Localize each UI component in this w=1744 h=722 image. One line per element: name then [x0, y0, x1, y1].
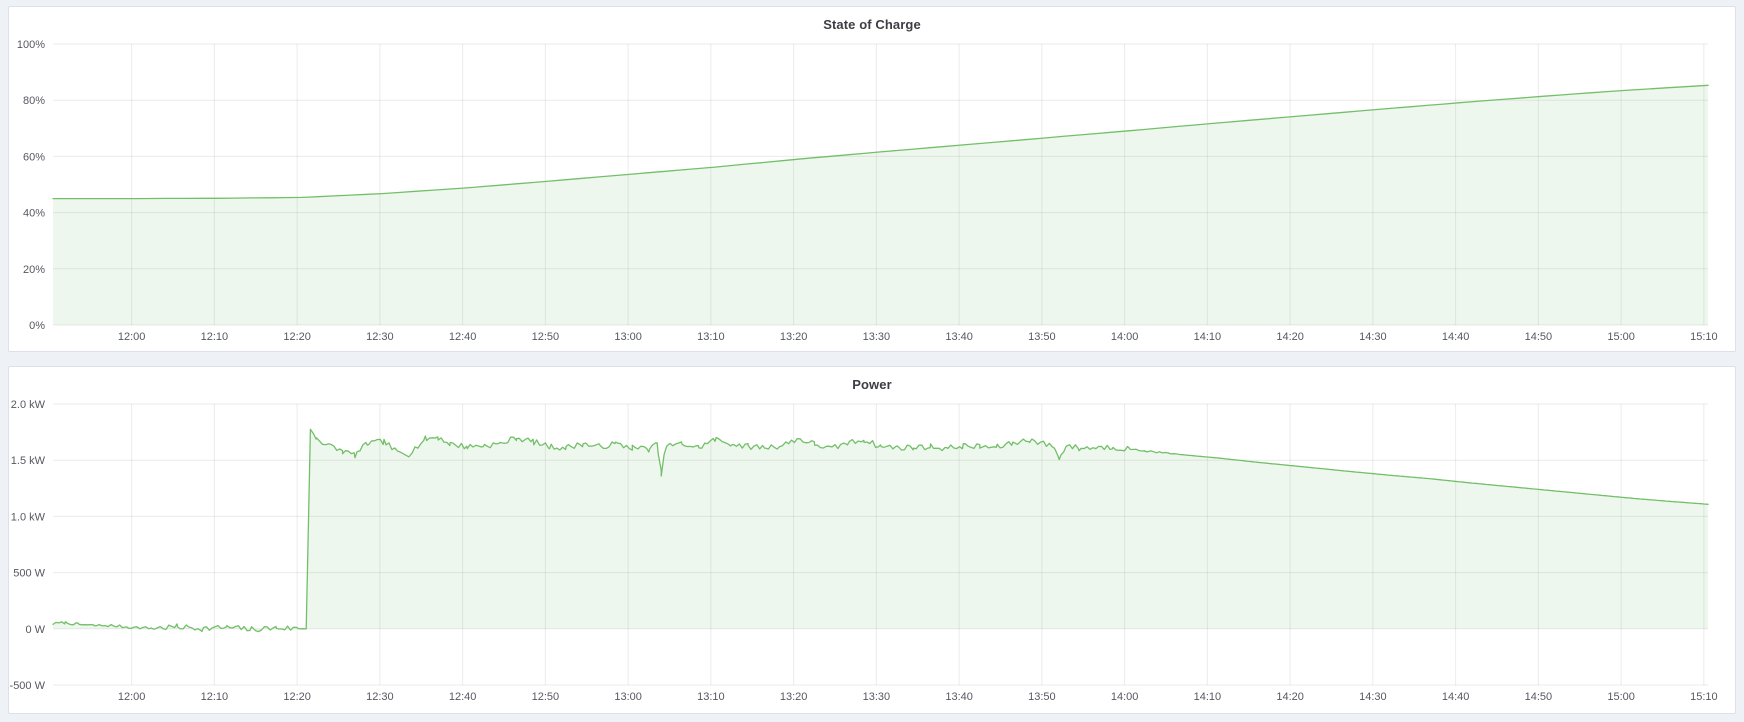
x-tick-label: 13:40: [945, 691, 973, 703]
x-tick-label: 12:10: [201, 691, 229, 703]
x-tick-label: 14:10: [1194, 691, 1222, 703]
x-tick-label: 14:50: [1525, 691, 1553, 703]
x-tick-label: 13:40: [945, 331, 973, 343]
x-tick-label: 12:00: [118, 691, 146, 703]
panel-power: Power 2.0 kW 1.5 kW 1.0 kW 500 W 0 W -500 W 12…: [8, 366, 1736, 714]
x-tick-label: 12:50: [532, 331, 560, 343]
x-tick-label: 12:10: [201, 331, 229, 343]
x-tick-label: 14:00: [1111, 691, 1139, 703]
x-tick-label: 12:30: [366, 691, 394, 703]
series-area: [53, 85, 1708, 325]
y-tick-label: -500 W: [10, 680, 46, 692]
x-tick-label: 13:50: [1028, 331, 1056, 343]
y-tick-label: 2.0 kW: [11, 399, 46, 411]
x-tick-label: 12:20: [283, 691, 311, 703]
x-tick-label: 14:50: [1525, 331, 1553, 343]
x-tick-label: 13:30: [863, 691, 891, 703]
y-tick-label: 60%: [23, 151, 45, 163]
x-tick-label: 13:00: [614, 331, 642, 343]
x-tick-label: 15:10: [1690, 691, 1718, 703]
x-tick-label: 12:50: [532, 691, 560, 703]
x-tick-label: 14:40: [1442, 331, 1470, 343]
x-tick-label: 13:20: [780, 331, 808, 343]
y-tick-label: 0 W: [25, 624, 45, 636]
x-tick-label: 14:30: [1359, 331, 1387, 343]
y-tick-label: 100%: [17, 39, 45, 51]
panel-title-state-of-charge[interactable]: State of Charge: [823, 17, 921, 32]
x-tick-label: 13:30: [863, 331, 891, 343]
x-tick-label: 12:30: [366, 331, 394, 343]
x-tick-label: 15:00: [1607, 691, 1635, 703]
y-tick-label: 80%: [23, 95, 45, 107]
x-tick-label: 13:10: [697, 691, 725, 703]
x-tick-label: 12:40: [449, 691, 477, 703]
x-tick-label: 14:10: [1194, 331, 1222, 343]
panel-state-of-charge: State of Charge 100% 80% 60% 40% 20% 0% 12:00 1…: [8, 6, 1736, 352]
power-chart[interactable]: 2.0 kW 1.5 kW 1.0 kW 500 W 0 W -500 W 12:00 12:…: [9, 367, 1735, 713]
x-tick-label: 14:00: [1111, 331, 1139, 343]
x-tick-label: 13:20: [780, 691, 808, 703]
x-tick-label: 13:00: [614, 691, 642, 703]
x-tick-label: 14:20: [1276, 331, 1304, 343]
x-tick-label: 13:50: [1028, 691, 1056, 703]
y-tick-label: 1.5 kW: [11, 455, 46, 467]
x-tick-label: 15:00: [1607, 331, 1635, 343]
y-tick-label: 0%: [29, 320, 45, 332]
x-tick-label: 12:20: [283, 331, 311, 343]
y-tick-label: 500 W: [13, 568, 45, 580]
y-tick-label: 1.0 kW: [11, 511, 46, 523]
x-tick-label: 14:30: [1359, 691, 1387, 703]
x-tick-label: 14:40: [1442, 691, 1470, 703]
x-tick-label: 12:40: [449, 331, 477, 343]
x-tick-label: 13:10: [697, 331, 725, 343]
series-area: [53, 429, 1708, 632]
y-tick-label: 40%: [23, 208, 45, 220]
panel-title-power[interactable]: Power: [852, 377, 892, 392]
x-tick-label: 12:00: [118, 331, 146, 343]
series-line: [52, 84, 1709, 200]
y-tick-label: 20%: [23, 264, 45, 276]
state-of-charge-chart[interactable]: 100% 80% 60% 40% 20% 0% 12:00 12:10 12:20 12:30 12…: [9, 7, 1735, 351]
x-tick-label: 15:10: [1690, 331, 1718, 343]
x-tick-label: 14:20: [1276, 691, 1304, 703]
series-line: [52, 428, 1709, 633]
